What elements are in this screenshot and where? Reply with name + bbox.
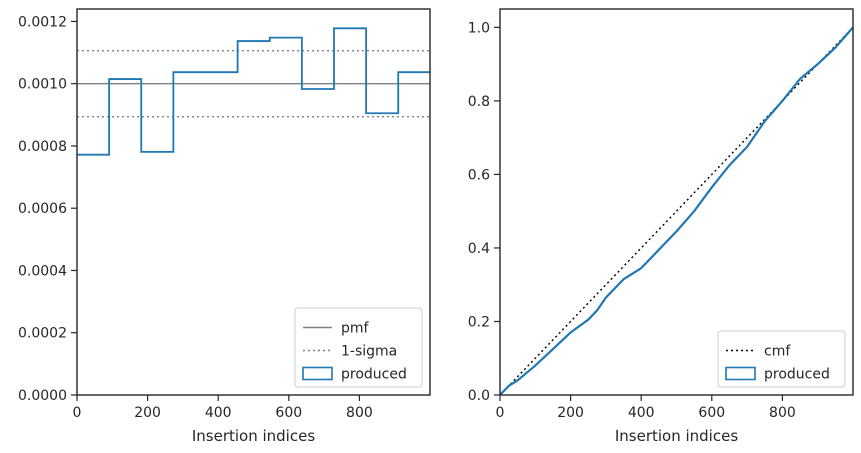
legend-label: produced [764,367,830,383]
axes-frame [499,8,854,396]
legend-label: pmf [341,321,370,337]
x-tick-label: 600 [275,405,302,421]
x-tick-label: 600 [698,405,725,421]
y-tick-label: 0.0006 [18,201,67,217]
y-tick-label: 0.6 [468,167,490,183]
x-axis-label: Insertion indices [192,427,315,445]
y-tick-label: 0.0 [468,388,490,404]
legend-patch-swatch [725,366,756,381]
legend-box [717,330,846,388]
produced-step-series [77,27,430,156]
y-tick-label: 0.2 [468,314,490,330]
x-tick-label: 400 [205,405,232,421]
y-tick-label: 0.8 [468,94,490,110]
legend-label: 1-sigma [341,344,397,360]
y-tick-label: 0.4 [468,241,490,257]
y-tick-label: 0.0004 [18,263,67,279]
x-tick-label: 800 [346,405,373,421]
x-tick-label: 200 [557,405,584,421]
y-tick-label: 0.0002 [18,326,67,342]
plot-area [500,26,853,395]
legend: pmf 1-sigma produced [294,307,423,388]
legend-label: produced [341,367,407,383]
y-tick-label: 1.0 [468,20,490,36]
x-tick-label: 800 [769,405,796,421]
pmf-panel: 0 200 400 600 800 0.0000 0.0002 0.0004 0.0006 0.0… [18,8,431,445]
y-tick-label: 0.0012 [18,14,67,30]
legend-patch-swatch [302,366,333,381]
y-tick-label: 0.0000 [18,388,67,404]
plot-area [77,27,430,156]
x-tick-label: 400 [628,405,655,421]
y-tick-label: 0.0010 [18,77,67,93]
y-tick-label: 0.0008 [18,139,67,155]
x-axis-label: Insertion indices [615,427,738,445]
x-tick-label: 0 [496,405,505,421]
x-tick-label: 200 [134,405,161,421]
x-tick-label: 0 [73,405,82,421]
legend: cmf produced [717,330,846,388]
axes-frame [76,8,431,396]
cmf-panel: 0 200 400 600 800 0.0 0.2 0.4 0.6 0.8 1.0 Insertion… [468,8,854,445]
produced-cumulative-series [500,26,853,395]
legend-label: cmf [764,344,791,360]
